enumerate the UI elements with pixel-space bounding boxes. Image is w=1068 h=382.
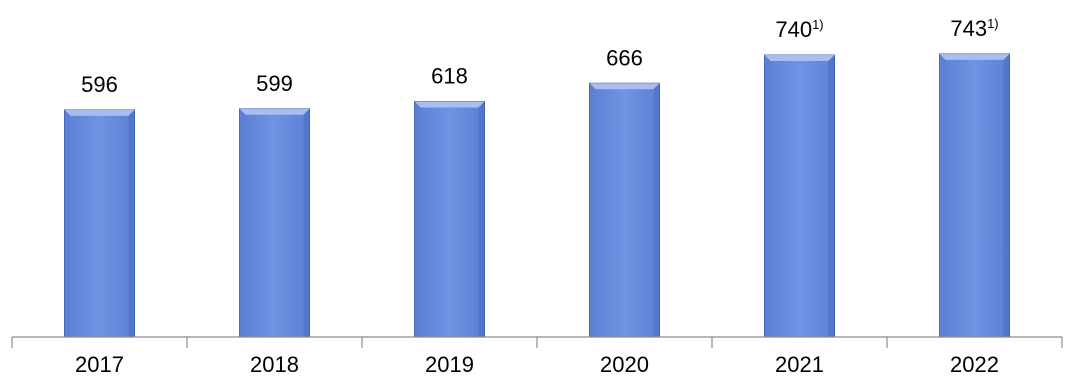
bar-bevel-left xyxy=(939,53,946,338)
bar-bevel-top xyxy=(64,109,135,116)
bar-bevel-top xyxy=(764,55,835,62)
data-label-2020: 666 xyxy=(606,45,643,70)
bar-body xyxy=(939,53,1010,338)
footnote-marker: 1) xyxy=(987,16,999,31)
bar-bevel-left xyxy=(414,101,421,338)
bar-body xyxy=(589,82,660,338)
x-tick-label-2018: 2018 xyxy=(250,352,299,377)
x-tick-label-2017: 2017 xyxy=(75,352,124,377)
bar-bevel-right xyxy=(1003,53,1010,338)
bar-body xyxy=(764,54,835,338)
x-axis xyxy=(11,336,1063,348)
data-label-2018: 599 xyxy=(256,71,293,96)
bar-bevel-left xyxy=(589,83,596,337)
bars-layer xyxy=(64,53,1010,338)
bar-bevel-right xyxy=(478,101,485,338)
bar-2022 xyxy=(939,53,1010,338)
data-labels-layer: 596 599 618 666 7401) 7431) xyxy=(81,16,999,97)
bar-2017 xyxy=(64,109,135,338)
x-tick-labels: 2017 2018 2019 2020 2021 2022 xyxy=(75,352,999,377)
bar-bevel-top xyxy=(239,108,310,115)
bar-body xyxy=(64,109,135,338)
bar-2020 xyxy=(589,82,660,338)
bar-bevel-left xyxy=(764,55,771,338)
data-label-2022: 7431) xyxy=(950,16,998,41)
data-label-2021: 7401) xyxy=(775,17,823,42)
bar-bevel-left xyxy=(239,108,246,337)
data-label-2019: 618 xyxy=(431,64,468,89)
bar-2019 xyxy=(414,101,485,338)
bar-bevel-top xyxy=(939,53,1010,60)
bar-2018 xyxy=(239,108,310,338)
x-tick-label-2019: 2019 xyxy=(425,352,474,377)
bar-body xyxy=(239,108,310,338)
footnote-marker: 1) xyxy=(812,17,824,32)
bar-bevel-top xyxy=(414,101,485,108)
bar-bevel-top xyxy=(589,83,660,90)
x-tick-label-2021: 2021 xyxy=(775,352,824,377)
data-label-2017: 596 xyxy=(81,72,118,97)
bar-bevel-right xyxy=(303,108,310,337)
bar-bevel-right xyxy=(128,109,135,337)
bar-bevel-right xyxy=(653,83,660,337)
bar-bevel-right xyxy=(828,55,835,338)
x-tick-label-2020: 2020 xyxy=(600,352,649,377)
bar-body xyxy=(414,101,485,338)
bar-bevel-left xyxy=(64,109,71,337)
x-tick-label-2022: 2022 xyxy=(950,352,999,377)
bar-2021 xyxy=(764,54,835,338)
